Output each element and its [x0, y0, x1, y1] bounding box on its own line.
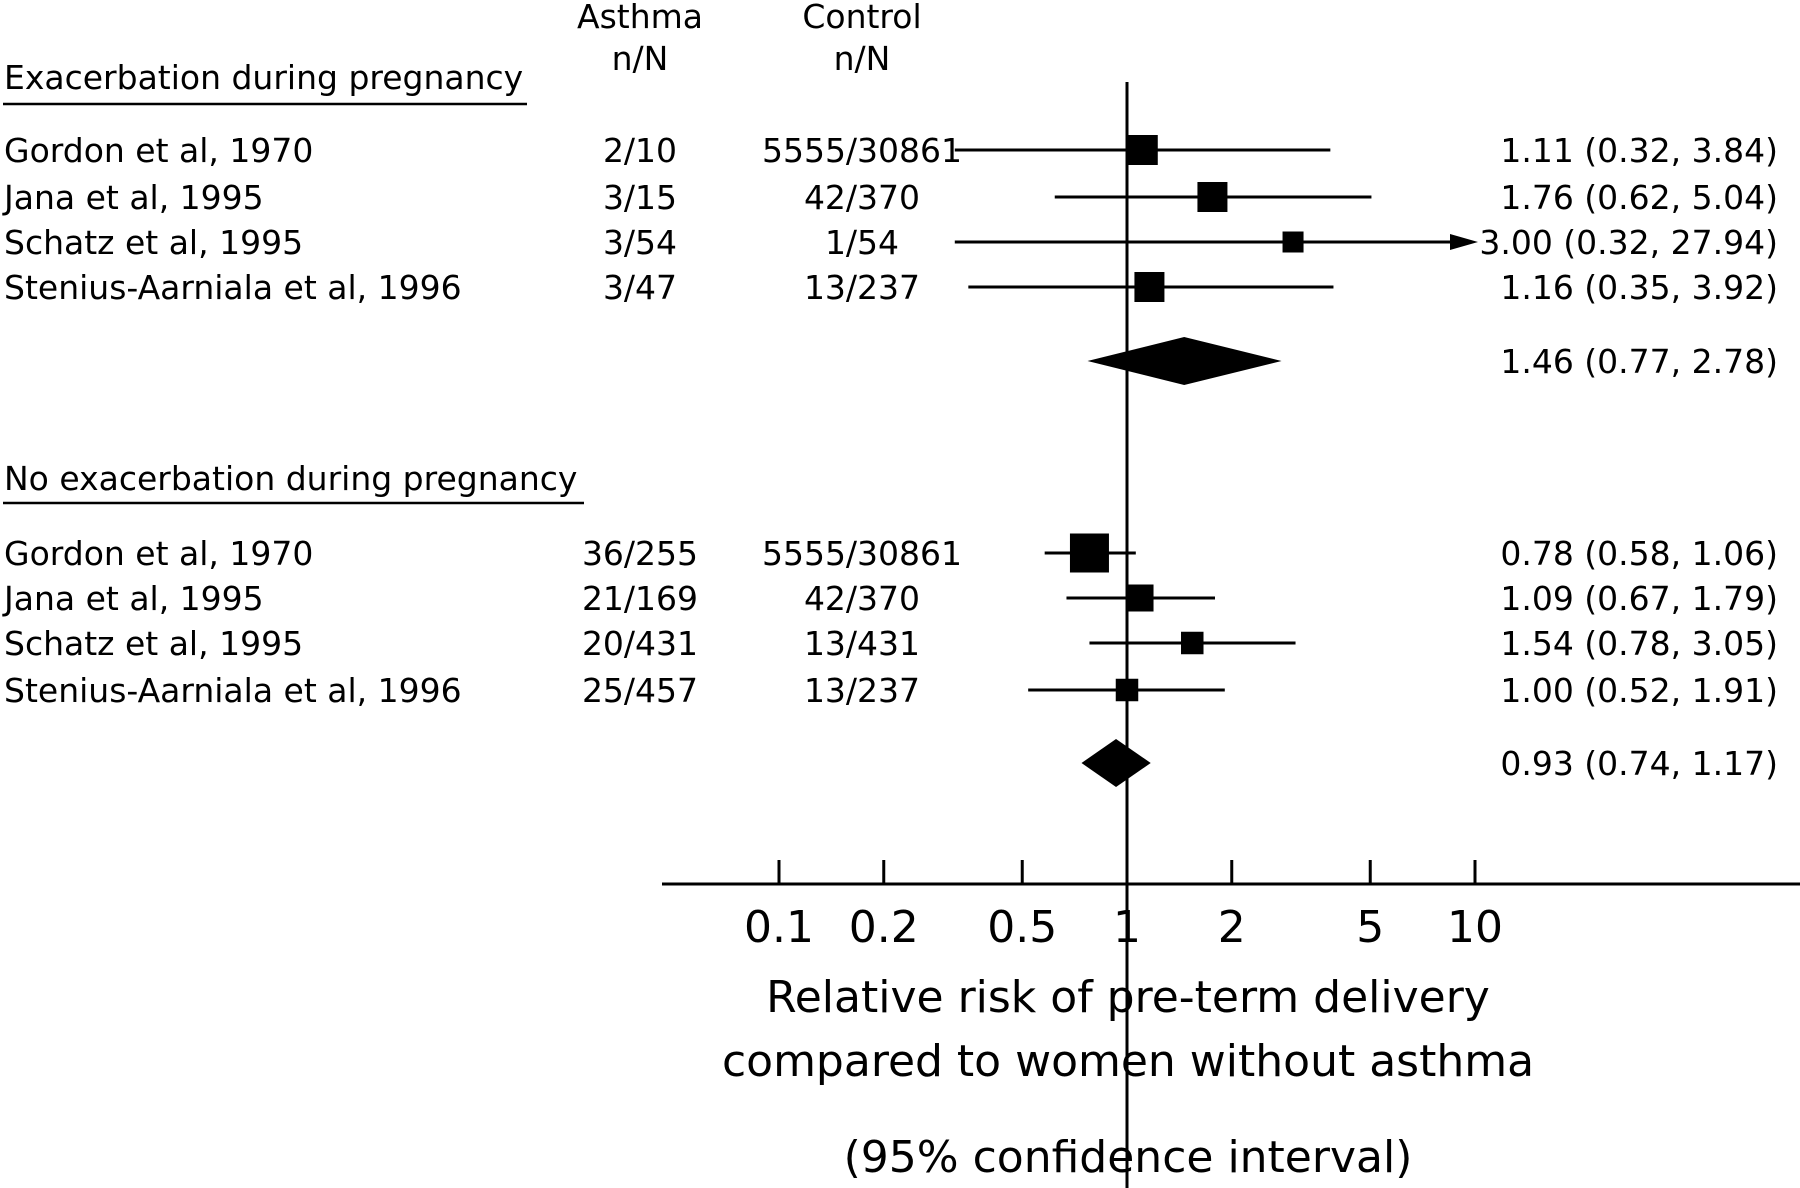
- control-count: 5555/30861: [762, 534, 962, 573]
- x-tick-label: 2: [1218, 902, 1246, 953]
- x-tick-label: 1: [1113, 902, 1141, 953]
- effect-estimate-text: 1.11 (0.32, 3.84): [1500, 131, 1778, 170]
- study-label: Gordon et al, 1970: [4, 131, 313, 170]
- control-count: 5555/30861: [762, 131, 962, 170]
- pooled-diamond: [1081, 739, 1151, 787]
- control-count: 42/370: [804, 579, 920, 618]
- point-estimate-marker: [1126, 584, 1154, 612]
- point-estimate-marker: [1197, 182, 1228, 212]
- x-tick-label: 0.5: [987, 902, 1057, 953]
- x-axis-title-line-1: Relative risk of pre-term delivery: [766, 972, 1490, 1023]
- asthma-header-unit: n/N: [612, 39, 669, 78]
- control-count: 1/54: [825, 223, 899, 262]
- control-count: 13/237: [804, 671, 920, 710]
- study-label: Stenius-Aarniala et al, 1996: [4, 268, 462, 307]
- control-count: 42/370: [804, 178, 920, 217]
- x-tick-label: 0.2: [849, 902, 919, 953]
- group-title-no-exacerbation: No exacerbation during pregnancy: [4, 459, 577, 498]
- asthma-count: 3/54: [603, 223, 677, 262]
- ci-arrow: [1450, 234, 1478, 250]
- point-estimate-marker: [1181, 631, 1204, 655]
- point-estimate-marker: [1282, 231, 1304, 253]
- asthma-count: 36/255: [582, 534, 698, 573]
- x-tick-label: 10: [1447, 902, 1503, 953]
- x-axis-title-line-3: (95% confidence interval): [844, 1132, 1413, 1183]
- study-label: Jana et al, 1995: [2, 178, 264, 217]
- effect-estimate-text: 0.78 (0.58, 1.06): [1500, 534, 1778, 573]
- control-header-title: Control: [802, 0, 921, 36]
- study-label: Schatz et al, 1995: [4, 223, 303, 262]
- pooled-estimate-text: 0.93 (0.74, 1.17): [1500, 744, 1778, 783]
- x-axis-title-line-2: compared to women without asthma: [722, 1036, 1534, 1087]
- point-estimate-marker: [1134, 272, 1165, 302]
- asthma-count: 20/431: [582, 624, 698, 663]
- pooled-diamond: [1087, 337, 1282, 385]
- x-tick-label: 5: [1356, 902, 1384, 953]
- effect-estimate-text: 1.09 (0.67, 1.79): [1500, 579, 1778, 618]
- control-count: 13/237: [804, 268, 920, 307]
- x-tick-label: 0.1: [744, 902, 814, 953]
- asthma-count: 3/47: [603, 268, 677, 307]
- effect-estimate-text: 1.00 (0.52, 1.91): [1500, 671, 1778, 710]
- asthma-count: 21/169: [582, 579, 698, 618]
- asthma-header-title: Asthma: [577, 0, 703, 36]
- study-label: Gordon et al, 1970: [4, 534, 313, 573]
- effect-estimate-text: 3.00 (0.32, 27.94): [1479, 223, 1778, 262]
- asthma-count: 25/457: [582, 671, 698, 710]
- pooled-estimate-text: 1.46 (0.77, 2.78): [1500, 342, 1778, 381]
- asthma-count: 2/10: [603, 131, 677, 170]
- control-header-unit: n/N: [834, 39, 891, 78]
- effect-estimate-text: 1.76 (0.62, 5.04): [1500, 178, 1778, 217]
- effect-estimate-text: 1.54 (0.78, 3.05): [1500, 624, 1778, 663]
- control-count: 13/431: [804, 624, 920, 663]
- group-title-exacerbation: Exacerbation during pregnancy: [4, 58, 523, 97]
- effect-estimate-text: 1.16 (0.35, 3.92): [1500, 268, 1778, 307]
- point-estimate-marker: [1127, 135, 1158, 165]
- study-label: Jana et al, 1995: [2, 579, 264, 618]
- study-label: Schatz et al, 1995: [4, 624, 303, 663]
- point-estimate-marker: [1069, 533, 1109, 573]
- study-label: Stenius-Aarniala et al, 1996: [4, 671, 462, 710]
- asthma-count: 3/15: [603, 178, 677, 217]
